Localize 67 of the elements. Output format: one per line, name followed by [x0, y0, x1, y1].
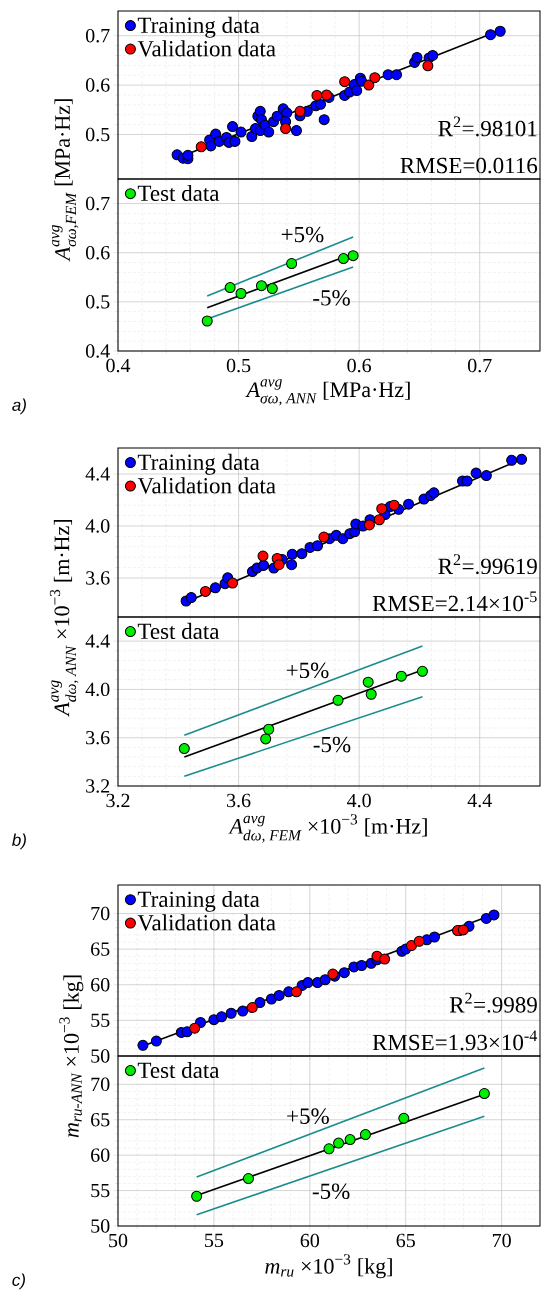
x-tick-label: 65 — [396, 1233, 415, 1248]
y-tick-label: 4.0 — [85, 519, 110, 533]
y-tick-label: 70 — [91, 1077, 110, 1092]
x-axis-title: $\textit{m}_{\textit{ru}}\ \text{×10}^{\text{−3}}\ \text{[kg]}$ — [265, 1254, 392, 1279]
y-tick-label: 0.5 — [85, 295, 110, 309]
x-tick-label: 0.5 — [226, 358, 251, 373]
y-tick-label: 0.6 — [85, 245, 110, 260]
annotation: -5% — [312, 1183, 350, 1200]
text: c) — [12, 1273, 25, 1290]
annotation: RMSE=2.14×10$^{-5}$ — [372, 591, 537, 612]
x-tick-label: 4.0 — [347, 793, 371, 808]
x-tick-label: 70 — [492, 1233, 511, 1248]
x-tick-label: 50 — [109, 1233, 128, 1248]
annotation: R$^{2}$=.9989 — [449, 992, 537, 1013]
y-tick-label: 70 — [91, 906, 110, 921]
legend-label: Training data — [137, 453, 260, 475]
legend-label: Training data — [137, 16, 260, 38]
y-tick-label: 4.4 — [85, 634, 110, 648]
y-axis-title: $\textit{A}^{\textit{avg}}_{\textit{σω,FEM}}\ \text{[MPa·Hz]}$ — [52, 99, 79, 262]
y-tick-label: 3.2 — [86, 779, 110, 793]
x-tick-label: 55 — [205, 1233, 224, 1248]
x-axis-title: $\textit{A}^{\textit{avg}}_{\textit{σω, ANN}}\ \text{[MPa·Hz]}$ — [245, 379, 410, 406]
y-tick-label: 3.6 — [86, 571, 110, 585]
legend-label: Test data — [137, 184, 220, 202]
y-tick-label: 4.0 — [85, 682, 110, 697]
x-tick-label: 60 — [300, 1233, 320, 1248]
legend-label: Validation data — [137, 914, 276, 931]
annotation: RMSE=0.0116 — [400, 157, 538, 174]
y-tick-label: 65 — [91, 1113, 110, 1127]
annotation: -5% — [313, 736, 351, 753]
y-tick-label: 60 — [91, 978, 110, 992]
x-axis-title: $\textit{A}^{\textit{avg}}_{\textit{dω, FEM}}\ \text{×10}^{\text{−3}}\ \text{[m·Hz]}$ — [228, 814, 427, 843]
annotation: +5% — [281, 226, 324, 243]
x-tick-label: 3.6 — [227, 793, 251, 808]
legend-label: Training data — [137, 890, 260, 912]
x-tick-label: 4.4 — [467, 793, 492, 808]
annotation: -5% — [313, 290, 350, 306]
text: b) — [12, 833, 26, 850]
y-tick-label: 55 — [91, 1183, 110, 1198]
x-tick-label: 3.2 — [106, 793, 130, 808]
y-tick-label: 50 — [91, 1219, 110, 1233]
x-tick-label: 0.7 — [467, 358, 492, 373]
annotation: RMSE=1.93×10$^{-4}$ — [372, 1030, 538, 1051]
legend-label: Validation data — [137, 40, 276, 57]
annotation: +5% — [287, 1108, 329, 1124]
y-axis-title: $\textit{m}_{\textit{ru-ANN}}\ \text{×10}^{\text{−3}}\ \text{[kg]}$ — [59, 975, 84, 1138]
y-tick-label: 0.4 — [85, 344, 110, 358]
y-tick-label: 0.7 — [85, 28, 110, 43]
x-tick-label: 0.6 — [347, 358, 372, 373]
y-tick-label: 65 — [91, 942, 110, 956]
x-tick-label: 0.4 — [106, 358, 131, 373]
y-tick-label: 60 — [91, 1148, 110, 1162]
annotation: R$^{2}$=.98101 — [438, 116, 537, 137]
y-tick-label: 0.5 — [85, 127, 110, 142]
y-tick-label: 50 — [91, 1049, 110, 1063]
y-tick-label: 55 — [91, 1013, 110, 1028]
y-tick-label: 0.7 — [85, 196, 110, 211]
legend-label: Validation data — [137, 477, 276, 494]
y-tick-label: 0.6 — [85, 78, 110, 92]
annotation: +5% — [286, 662, 329, 679]
y-tick-label: 4.4 — [85, 467, 110, 481]
y-tick-label: 3.6 — [86, 730, 110, 745]
legend-label: Test data — [137, 622, 220, 640]
text: a) — [12, 398, 26, 415]
annotation: R$^{2}$=.99619 — [438, 554, 537, 575]
y-axis-title: $\textit{A}^{\textit{avg}}_{\textit{dω, ANN}}\ \text{×10}^{\text{−3}}\ \text{[m·Hz]}$ — [49, 520, 79, 717]
legend-label: Test data — [137, 1061, 220, 1079]
